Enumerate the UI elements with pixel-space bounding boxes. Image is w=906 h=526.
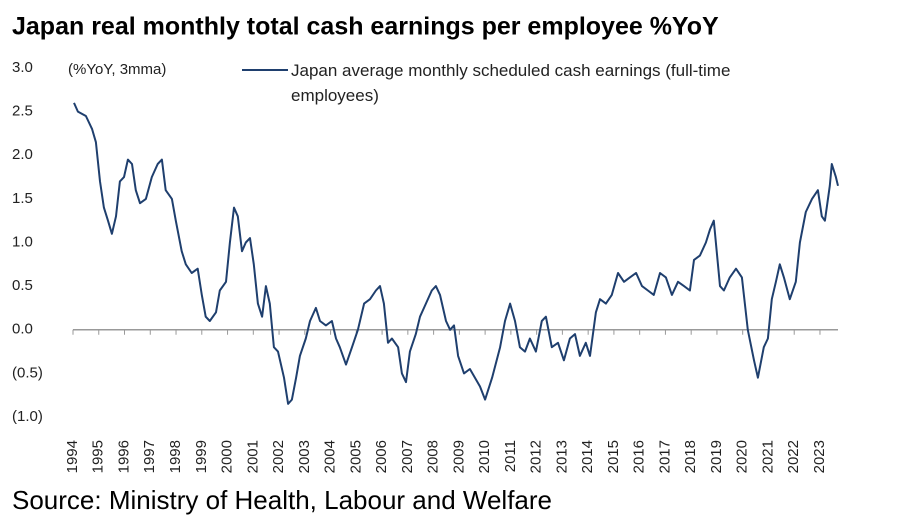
x-tick-label: 2009 — [450, 440, 467, 473]
x-tick-label: 2008 — [425, 440, 442, 473]
x-tick-label: 2001 — [244, 440, 261, 473]
y-tick-label: 1.0 — [12, 233, 33, 250]
x-tick-label: 2003 — [296, 440, 313, 473]
x-tick-label: 2022 — [785, 440, 802, 473]
x-tick-label: 2018 — [682, 440, 699, 473]
source: Source: Ministry of Health, Labour and W… — [12, 485, 552, 515]
x-tick-label: 2011 — [502, 440, 519, 472]
y-tick-label: (0.5) — [12, 364, 43, 381]
x-tick-label: 2005 — [347, 440, 364, 473]
x-tick-label: 2007 — [399, 440, 416, 473]
chart-title: Japan real monthly total cash earnings p… — [12, 13, 719, 41]
y-tick-label: 2.0 — [12, 146, 33, 163]
x-tick-label: 1994 — [64, 440, 81, 473]
x-tick-label: 2017 — [656, 440, 673, 473]
y-tick-label: 0.0 — [12, 321, 33, 338]
x-tick-label: 2021 — [759, 440, 776, 473]
y-tick-label: 1.5 — [12, 190, 33, 207]
x-tick-label: 1998 — [167, 440, 184, 473]
x-tick-label: 1995 — [90, 440, 107, 473]
x-tick-label: 2012 — [528, 440, 545, 473]
x-tick-label: 2015 — [605, 440, 622, 473]
y-tick-label: (1.0) — [12, 408, 43, 425]
x-tick-label: 2016 — [631, 440, 648, 473]
x-tick-label: 1996 — [115, 440, 132, 473]
y-tick-label: 0.5 — [12, 277, 33, 294]
x-tick-label: 2010 — [476, 440, 493, 473]
x-tick-label: 2000 — [219, 440, 236, 473]
legend-label: Japan average monthly scheduled cash ear… — [291, 61, 731, 105]
x-tick-label: 2004 — [322, 440, 339, 473]
x-tick-label: 1999 — [193, 440, 210, 473]
x-tick-label: 2014 — [579, 440, 596, 473]
x-tick-label: 2013 — [553, 440, 570, 473]
x-tick-label: 2019 — [708, 440, 725, 473]
x-tick-label: 1997 — [141, 440, 158, 473]
y-tick-label: 2.5 — [12, 103, 33, 120]
x-tick-label: 2023 — [811, 440, 828, 473]
x-tick-label: 2002 — [270, 440, 287, 473]
line — [73, 102, 839, 405]
x-tick-label: 2020 — [734, 440, 751, 473]
x-tick-label: 2006 — [373, 440, 390, 473]
y-axis-label: (%YoY, 3mma) — [68, 61, 166, 78]
y-tick-label: 3.0 — [12, 59, 33, 76]
